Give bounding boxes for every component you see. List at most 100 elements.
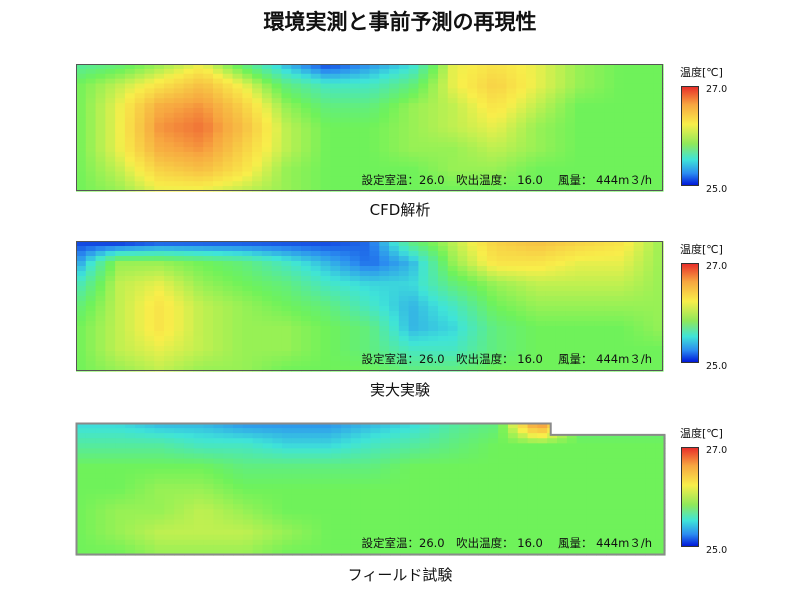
heatmap-cell [635, 529, 646, 536]
heatmap-cell [105, 291, 116, 297]
heatmap-cell [183, 241, 194, 247]
heatmap-cell [261, 356, 273, 362]
heatmap-cell [615, 504, 627, 510]
heatmap-cell [574, 171, 586, 177]
heatmap-cell [233, 458, 244, 465]
heatmap-cell [398, 301, 410, 307]
heatmap-cell [173, 176, 185, 182]
heatmap-cell [272, 519, 283, 526]
heatmap-cell [95, 181, 106, 187]
heatmap-cell [134, 241, 146, 247]
heatmap-cell [301, 478, 313, 485]
heatmap-cell [614, 93, 625, 99]
heatmap-cell [340, 336, 351, 342]
heatmap-cell [516, 351, 527, 357]
heatmap-cell [341, 544, 352, 551]
heatmap-cell [537, 468, 548, 475]
heatmap-cell [557, 458, 568, 465]
heatmap-cell [310, 73, 322, 80]
heatmap-cell [633, 68, 645, 75]
heatmap-cell [281, 137, 292, 143]
heatmap-cell [606, 483, 617, 490]
heatmap-cell [193, 311, 204, 317]
heatmap-cell [428, 306, 439, 312]
heatmap-cell [311, 478, 323, 485]
heatmap-cell [623, 83, 635, 90]
heatmap-cell [574, 366, 586, 372]
heatmap-cell [623, 346, 635, 352]
heatmap-cell [496, 271, 508, 277]
heatmap-cell [477, 271, 488, 277]
heatmap-cell [614, 98, 625, 104]
heatmap-cell [115, 524, 126, 531]
heatmap-cell [535, 142, 547, 148]
heatmap-cell [262, 509, 273, 515]
heatmap-cell [252, 361, 263, 367]
heatmap-cell [437, 246, 449, 252]
heatmap-cell [252, 281, 263, 287]
heatmap-cell [173, 127, 185, 133]
heatmap-cell [105, 107, 116, 114]
heatmap-cell [655, 438, 666, 444]
heatmap-cell [144, 524, 156, 531]
heatmap-cell [301, 331, 312, 337]
heatmap-cell [369, 361, 380, 367]
heatmap-cell [76, 117, 87, 124]
heatmap-cell [134, 256, 146, 262]
heatmap-cell [457, 64, 468, 70]
heatmap-cell [134, 68, 146, 75]
heatmap-cell [576, 463, 588, 470]
heatmap-cell [606, 473, 617, 480]
heatmap-cell [409, 483, 421, 490]
heatmap-cell [232, 256, 243, 262]
heatmap-cell [105, 88, 116, 94]
heatmap-cell [526, 171, 537, 177]
heatmap-cell [477, 251, 488, 257]
heatmap-cell [496, 306, 508, 312]
heatmap-cell [341, 534, 352, 541]
heatmap-cell [655, 463, 666, 470]
heatmap-cell [115, 504, 126, 510]
heatmap-cell [124, 98, 136, 104]
heatmap-cell [154, 478, 165, 485]
heatmap-cell [645, 499, 656, 505]
heatmap-cell [643, 166, 654, 173]
heatmap-cell [379, 156, 390, 163]
heatmap-cell [399, 473, 411, 480]
heatmap-cell [320, 98, 331, 104]
heatmap-cell [604, 98, 615, 104]
heatmap-cell [252, 151, 263, 158]
heatmap-cell [242, 428, 254, 434]
heatmap-cell [115, 246, 126, 252]
heatmap-cell [477, 291, 488, 297]
heatmap-cell [380, 544, 391, 551]
heatmap-cell [340, 356, 351, 362]
heatmap-cell [398, 276, 410, 282]
heatmap-cell [321, 483, 332, 490]
heatmap-cell [281, 93, 292, 99]
heatmap-cell [369, 147, 380, 153]
heatmap-cell [134, 98, 146, 104]
heatmap-cell [429, 534, 440, 541]
heatmap-cell [262, 534, 273, 541]
heatmap-cell [349, 326, 361, 332]
heatmap-cell [576, 514, 588, 521]
heatmap-cell [486, 261, 498, 267]
heatmap-cell [596, 544, 607, 551]
heatmap-cell [76, 176, 87, 182]
heatmap-cell [232, 117, 243, 124]
heatmap-cell [615, 453, 627, 460]
heatmap-cell [507, 448, 519, 455]
heatmap-cell [223, 443, 234, 449]
heatmap-cell [232, 142, 243, 148]
heatmap-cell [496, 356, 508, 362]
heatmap-cell [183, 281, 194, 287]
heatmap-cell [418, 306, 429, 312]
heatmap-cell [633, 301, 645, 307]
heatmap-cell [447, 241, 459, 247]
heatmap-cell [212, 151, 224, 158]
heatmap-cell [301, 524, 313, 531]
heatmap-cell [105, 346, 116, 352]
heatmap-cell [399, 463, 411, 470]
heatmap-cell [203, 499, 215, 505]
